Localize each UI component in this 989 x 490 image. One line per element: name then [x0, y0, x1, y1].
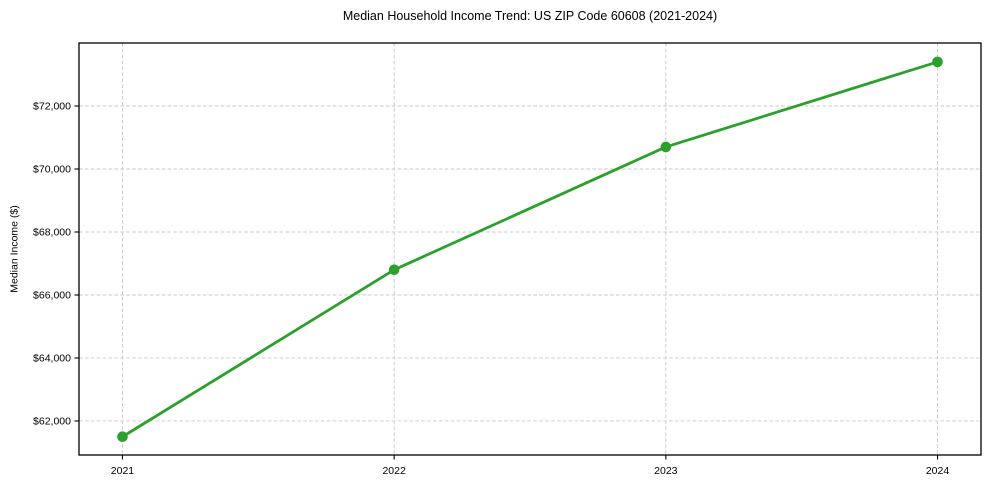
data-point-marker — [388, 264, 400, 276]
y-tick-label: $62,000 — [33, 416, 71, 428]
x-tick-label: 2023 — [654, 465, 678, 477]
plot-border — [78, 42, 982, 456]
y-tick-label: $70,000 — [33, 164, 71, 176]
data-series — [117, 56, 943, 443]
y-tick-label: $66,000 — [33, 290, 71, 302]
axis-tick-labels: $62,000 $64,000 $66,000 $68,000 $70,000 $72,0… — [33, 101, 949, 477]
axis-ticks — [74, 105, 939, 460]
chart-title: Median Household Income Trend: US ZIP Co… — [343, 9, 717, 23]
data-point-marker — [660, 141, 672, 153]
data-point-marker — [932, 56, 943, 68]
x-tick-label: 2024 — [926, 465, 950, 477]
data-point-marker — [117, 431, 128, 443]
y-tick-label: $64,000 — [33, 353, 71, 365]
x-tick-label: 2021 — [111, 465, 135, 477]
y-tick-label: $68,000 — [33, 227, 71, 239]
gridlines — [79, 43, 981, 455]
y-axis-label: Median Income ($) — [9, 205, 21, 293]
y-tick-label: $72,000 — [33, 101, 71, 113]
x-tick-label: 2022 — [382, 465, 406, 477]
income-trend-line — [121, 60, 939, 439]
